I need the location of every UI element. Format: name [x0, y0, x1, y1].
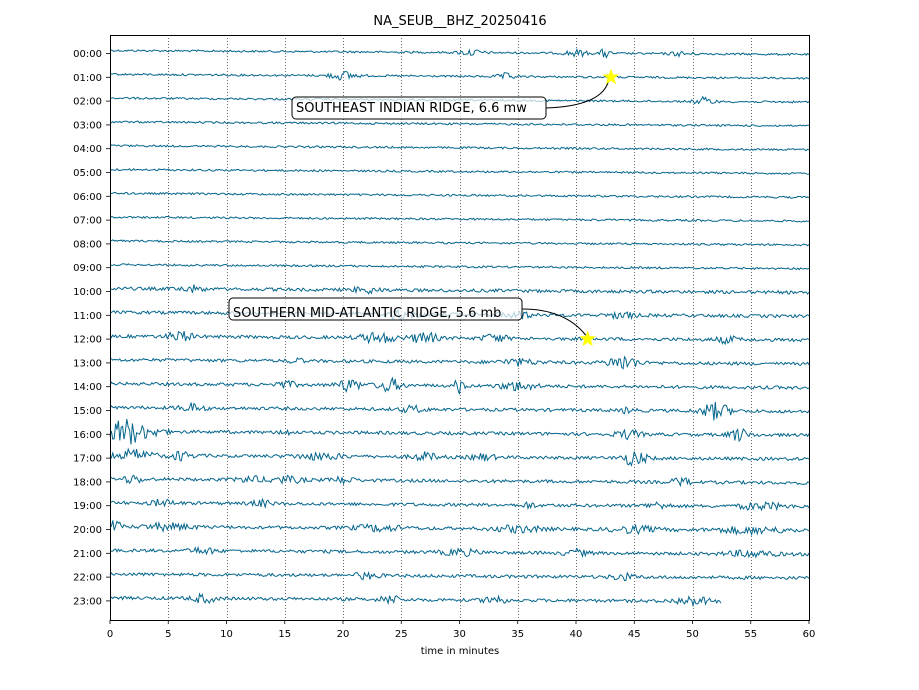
x-tick-label: 45	[628, 629, 641, 640]
y-tick-label: 04:00	[73, 144, 102, 155]
y-axis-ticks: 00:00 01:00 02:00 03:00 04:00 05:00 06:00 07:00…	[73, 49, 110, 607]
y-tick-label: 05:00	[73, 168, 102, 179]
y-tick-label: 15:00	[73, 406, 102, 417]
x-tick-label: 25	[395, 629, 408, 640]
y-tick-label: 17:00	[73, 454, 102, 465]
y-tick-label: 12:00	[73, 335, 102, 346]
seismogram-trace	[109, 497, 810, 512]
y-tick-label: 01:00	[73, 73, 102, 84]
x-tick-label: 60	[803, 629, 816, 640]
seismogram-trace	[109, 144, 810, 152]
y-tick-label: 14:00	[73, 382, 102, 393]
x-tick-label: 10	[220, 629, 233, 640]
y-tick-label: 23:00	[73, 596, 102, 607]
seismogram-trace	[109, 263, 810, 271]
seismogram-trace	[109, 120, 810, 128]
y-tick-label: 16:00	[73, 430, 102, 441]
y-tick-label: 07:00	[73, 216, 102, 227]
seismogram-trace	[109, 239, 810, 247]
x-tick-label: 5	[165, 629, 171, 640]
seismogram-trace	[110, 191, 810, 199]
plot-frame	[110, 35, 810, 621]
y-tick-label: 09:00	[73, 263, 102, 274]
y-tick-label: 19:00	[73, 501, 102, 512]
x-tick-label: 35	[511, 629, 524, 640]
annotation-arrow	[521, 308, 587, 336]
seismogram-trace	[109, 401, 810, 421]
seismogram-trace	[109, 47, 810, 59]
y-tick-label: 18:00	[73, 477, 102, 488]
seismogram-trace	[109, 330, 810, 346]
seismogram-traces	[109, 47, 810, 608]
y-tick-label: 22:00	[73, 573, 102, 584]
seismogram-trace	[109, 571, 810, 582]
seismogram-trace	[109, 215, 809, 223]
x-axis-label: time in minutes	[421, 646, 500, 657]
seismogram-trace	[109, 520, 810, 537]
seismogram-trace	[109, 545, 810, 559]
annotation-arrow	[545, 79, 610, 109]
x-tick-label: 30	[453, 629, 466, 640]
seismogram-trace	[109, 447, 810, 467]
x-axis-ticks: 0 5 10 15 20 25 30 35 40 45 50 55 60	[107, 620, 816, 640]
y-tick-label: 10:00	[73, 287, 102, 298]
seismogram-trace	[109, 474, 810, 488]
y-tick-label: 21:00	[73, 549, 102, 560]
event-annotation: SOUTHERN MID-ATLANTIC RIDGE, 5.6 mb	[228, 297, 596, 347]
y-tick-label: 08:00	[73, 239, 102, 250]
y-tick-label: 03:00	[73, 120, 102, 131]
event-star-marker	[579, 330, 596, 347]
x-tick-label: 20	[337, 629, 350, 640]
seismogram-trace	[109, 167, 809, 175]
annotation-label: SOUTHERN MID-ATLANTIC RIDGE, 5.6 mb	[233, 306, 501, 321]
x-tick-label: 40	[570, 629, 583, 640]
event-annotation: SOUTHEAST INDIAN RIDGE, 6.6 mw	[291, 68, 620, 120]
chart-title: NA_SEUB__BHZ_20250416	[373, 14, 546, 29]
seismogram-trace	[109, 70, 810, 81]
seismogram-trace	[109, 284, 810, 295]
event-star-marker	[602, 68, 620, 85]
seismogram-trace	[109, 419, 810, 445]
y-tick-label: 13:00	[73, 358, 102, 369]
x-tick-label: 55	[744, 629, 757, 640]
y-tick-label: 06:00	[73, 192, 102, 203]
seismogram-trace	[109, 376, 810, 395]
y-tick-label: 00:00	[73, 49, 102, 60]
seismogram-trace	[109, 355, 810, 370]
y-tick-label: 11:00	[73, 311, 102, 322]
x-tick-label: 15	[278, 629, 291, 640]
x-tick-label: 50	[686, 629, 699, 640]
event-annotations: SOUTHEAST INDIAN RIDGE, 6.6 mw SOUTHERN M…	[228, 68, 620, 347]
y-tick-label: 02:00	[73, 97, 102, 108]
x-tick-label: 0	[107, 629, 113, 640]
annotation-label: SOUTHEAST INDIAN RIDGE, 6.6 mw	[296, 101, 527, 116]
seismogram-trace	[109, 592, 722, 608]
y-tick-label: 20:00	[73, 525, 102, 536]
